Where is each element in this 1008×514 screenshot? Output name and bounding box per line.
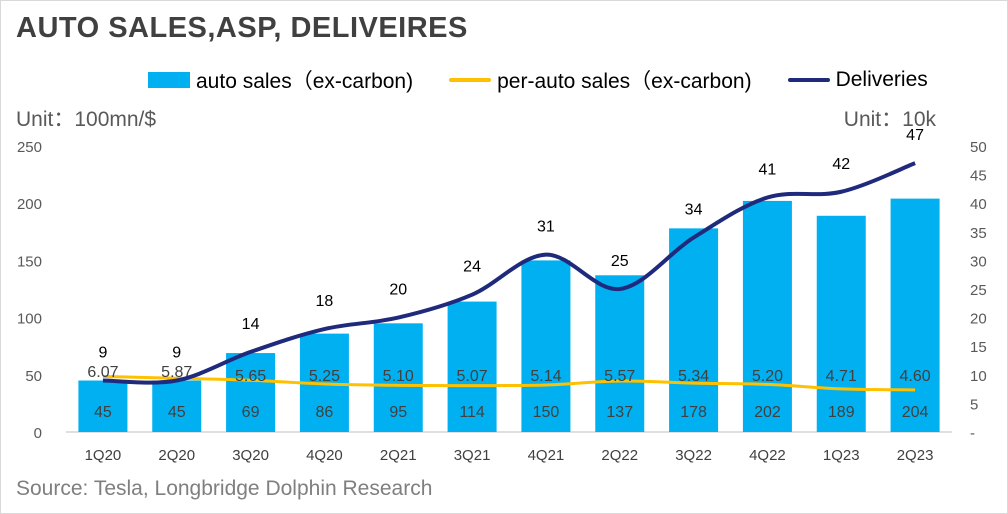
legend-label-per-auto-sales: per-auto sales（ex-carbon) (497, 70, 752, 93)
bar-label-4Q20: 86 (316, 404, 334, 421)
bar-label-1Q23: 189 (828, 404, 855, 421)
category-label-3Q20: 3Q20 (232, 447, 269, 464)
bar-label-1Q20: 45 (94, 404, 112, 421)
bar-label-4Q21: 150 (533, 404, 560, 421)
category-label-4Q22: 4Q22 (749, 447, 786, 464)
deliveries-label-2Q22: 25 (611, 253, 629, 270)
deliveries-label-4Q22: 41 (759, 161, 777, 178)
asp-label-4Q20: 5.25 (309, 368, 340, 385)
asp-label-4Q22: 5.20 (752, 368, 783, 385)
bar-2Q21 (373, 323, 423, 432)
line-series-per-auto-sales (102, 374, 916, 392)
deliveries-label-1Q23: 42 (832, 156, 850, 173)
bar-label-3Q22: 178 (680, 404, 707, 421)
bar-label-2Q21: 95 (389, 404, 407, 421)
right-tick-8: 40 (970, 196, 987, 213)
bar-label-4Q22: 202 (754, 404, 781, 421)
left-tick-250: 250 (17, 139, 42, 156)
category-label-1Q23: 1Q23 (823, 447, 860, 464)
asp-label-3Q21: 5.07 (457, 368, 488, 385)
category-label-1Q20: 1Q20 (85, 447, 122, 464)
deliveries-label-3Q21: 24 (463, 259, 481, 276)
bar-1Q20 (78, 380, 128, 432)
category-label-4Q20: 4Q20 (306, 447, 343, 464)
left-tick-150: 150 (17, 253, 42, 270)
bar-label-3Q20: 69 (242, 404, 260, 421)
bar-2Q20 (152, 380, 202, 432)
bar-3Q22 (669, 228, 719, 432)
legend-swatch-auto-sales (148, 72, 190, 88)
deliveries-label-4Q20: 18 (316, 293, 334, 310)
chart-title: AUTO SALES,ASP, DELIVEIRES (16, 12, 468, 44)
asp-label-1Q20: 6.07 (87, 364, 118, 381)
right-tick-1: 5 (970, 396, 978, 413)
deliveries-label-3Q20: 14 (242, 316, 260, 333)
right-tick-4: 20 (970, 311, 987, 328)
bar-data-labels: 45 45 69 86 95 114 150 137 178 202 189 204 (94, 404, 929, 421)
bar-label-2Q23: 204 (902, 404, 929, 421)
legend-swatch-per-auto-sales (449, 78, 492, 82)
left-tick-50: 50 (25, 368, 42, 385)
bar-series-auto-sales (78, 198, 940, 432)
bar-2Q22 (595, 275, 645, 432)
right-tick-3: 15 (970, 339, 987, 356)
bar-1Q23 (816, 215, 866, 432)
left-tick-100: 100 (17, 311, 42, 328)
asp-label-2Q21: 5.10 (383, 368, 414, 385)
deliveries-label-2Q23: 47 (906, 127, 924, 144)
asp-label-4Q21: 5.14 (530, 368, 561, 385)
asp-label-1Q23: 4.71 (826, 368, 857, 385)
right-tick-2: 10 (970, 368, 987, 385)
x-axis-category-labels: 1Q20 2Q20 3Q20 4Q20 2Q21 3Q21 4Q21 2Q22 3Q22 4Q22… (85, 447, 934, 464)
bar-2Q23 (890, 198, 940, 432)
line-series-deliveries (102, 161, 916, 385)
right-tick-5: 25 (970, 282, 987, 299)
chart-legend: auto sales（ex-carbon) per-auto sales（ex-… (148, 66, 928, 94)
left-tick-0: 0 (34, 425, 42, 442)
bar-label-3Q21: 114 (459, 404, 485, 421)
right-tick-10: 50 (970, 139, 987, 156)
deliveries-label-2Q21: 20 (389, 282, 407, 299)
left-tick-200: 200 (17, 196, 42, 213)
bar-4Q22 (742, 200, 792, 432)
legend-item-per-auto-sales: per-auto sales（ex-carbon) (449, 65, 752, 95)
right-tick-9: 45 (970, 168, 987, 185)
asp-label-2Q23: 4.60 (900, 368, 931, 385)
legend-swatch-deliveries (787, 78, 830, 82)
right-tick-0: - (970, 425, 975, 442)
bar-label-2Q20: 45 (168, 404, 186, 421)
bar-3Q20 (226, 353, 276, 432)
deliveries-label-1Q20: 9 (98, 345, 107, 362)
right-tick-6: 30 (970, 253, 987, 270)
source-note: Source: Tesla, Longbridge Dolphin Resear… (16, 477, 433, 500)
asp-label-3Q20: 5.65 (235, 368, 266, 385)
asp-label-3Q22: 5.34 (678, 368, 709, 385)
asp-label-2Q22: 5.57 (604, 368, 635, 385)
bar-3Q21 (447, 301, 497, 432)
left-axis-unit: Unit：100mn/$ (16, 108, 157, 131)
legend-item-auto-sales: auto sales（ex-carbon) (148, 65, 413, 95)
category-label-3Q22: 3Q22 (675, 447, 712, 464)
right-axis-ticks: - 5 10 15 20 25 30 35 40 45 50 (970, 139, 987, 442)
category-label-4Q21: 4Q21 (528, 447, 565, 464)
bar-4Q21 (521, 260, 571, 432)
bar-label-2Q22: 137 (606, 404, 633, 421)
legend-item-deliveries: Deliveries (787, 68, 928, 92)
right-tick-7: 35 (970, 225, 987, 242)
per-auto-sales-data-labels: 6.07 5.87 5.65 5.25 5.10 5.07 5.14 5.57 5.34 5.20… (87, 364, 930, 385)
category-label-2Q21: 2Q21 (380, 447, 417, 464)
left-axis-ticks: 0 50 100 150 200 250 (17, 139, 42, 442)
legend-label-auto-sales: auto sales（ex-carbon) (196, 70, 414, 93)
category-label-2Q22: 2Q22 (601, 447, 638, 464)
category-label-2Q23: 2Q23 (897, 447, 934, 464)
right-axis-unit: Unit：10k (843, 108, 936, 131)
deliveries-label-4Q21: 31 (537, 219, 555, 236)
deliveries-label-3Q22: 34 (685, 202, 703, 219)
category-label-3Q21: 3Q21 (454, 447, 491, 464)
category-label-2Q20: 2Q20 (158, 447, 195, 464)
legend-label-deliveries: Deliveries (835, 68, 928, 91)
deliveries-label-2Q20: 9 (172, 345, 181, 362)
deliveries-data-labels: 9 9 14 18 20 24 31 25 34 41 42 47 (98, 127, 924, 361)
